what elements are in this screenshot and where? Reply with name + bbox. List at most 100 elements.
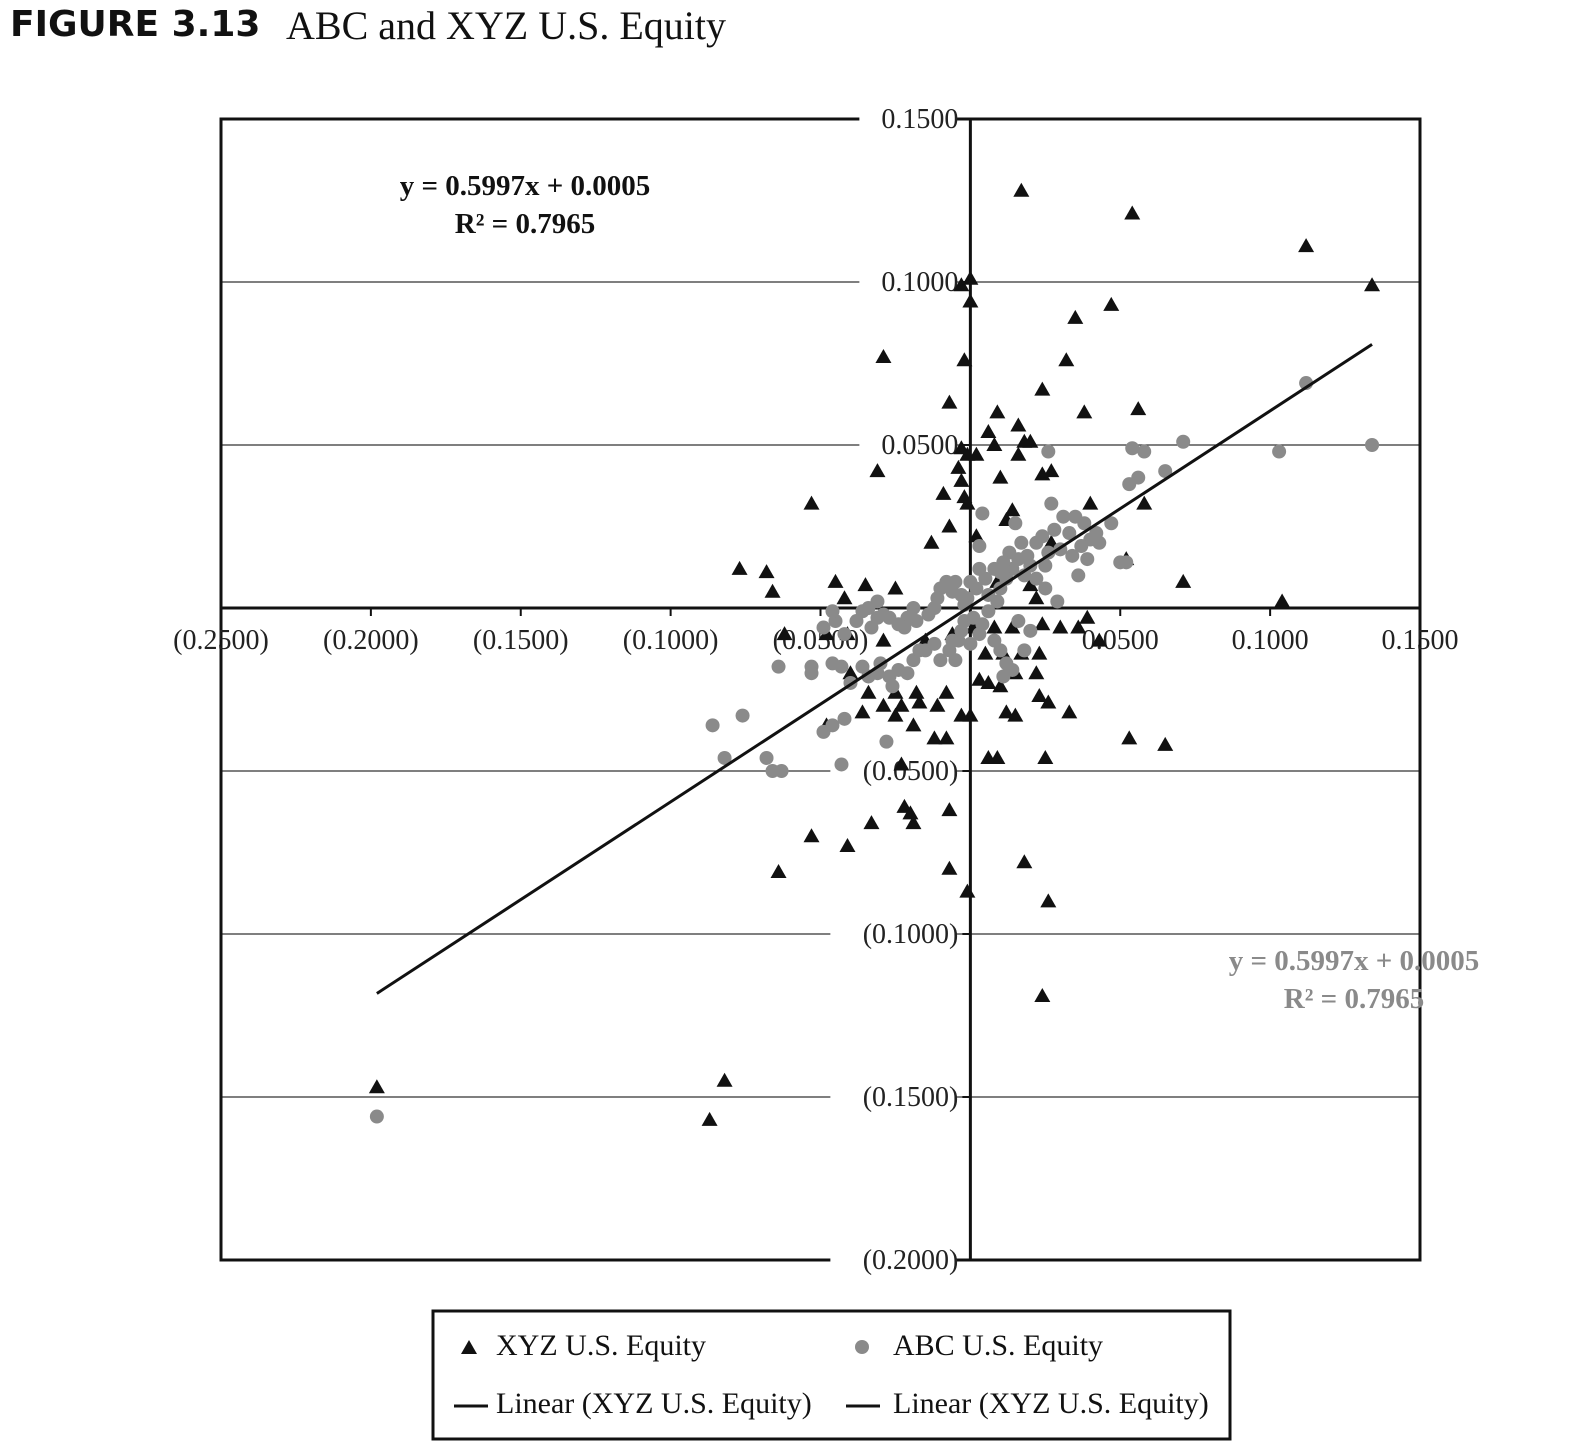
abc-point [987,561,1002,576]
xyz-point [836,590,853,605]
xyz-point [875,632,892,647]
xyz-point [1004,502,1021,517]
xyz-point [803,495,820,510]
abc-point [921,607,936,622]
abc-point [735,708,750,723]
y-tick-label: (0.1000) [863,919,959,950]
xyz-point [992,469,1009,484]
xyz-point [827,573,844,588]
y-tick-label: (0.0500) [863,756,959,787]
legend-frame [431,1309,1232,1441]
xyz-point [929,697,946,712]
xyz-point [1157,736,1174,751]
y-tick-label: 0.0500 [881,430,958,461]
xyz-point [857,577,874,592]
figure-label: FIGURE 3.13 [10,4,261,45]
abc-point [834,659,849,674]
xyz-point [1082,495,1099,510]
legend-label-linear-1: Linear (XYZ U.S. Equity) [496,1387,812,1420]
abc-point [1044,496,1059,511]
xyz-point [776,626,793,641]
legend-label-linear-2: Linear (XYZ U.S. Equity) [893,1387,1209,1420]
xyz-point [1052,619,1069,634]
y-tick-label-bg [830,1082,957,1112]
legend-triangle-marker [461,1340,477,1354]
y-tick-label-bg [830,756,957,786]
xyz-point [953,472,970,487]
abc-point [825,604,840,619]
abc-point [1047,522,1062,537]
legend-label-abc: ABC U.S. Equity [893,1329,1103,1362]
xyz-point [950,459,967,474]
xyz-point [905,815,922,830]
abc-point [1071,568,1086,583]
abc-point [834,757,849,772]
y-tick-label-bg [830,1245,957,1275]
abc-point [1176,434,1191,449]
xyz-point [716,1072,733,1087]
xyz-point [911,694,928,709]
abc-point [870,594,885,609]
legend-label-xyz: XYZ U.S. Equity [496,1329,706,1362]
abc-point [1023,623,1038,638]
x-tick-label: (0.1000) [623,625,719,656]
xyz-point [1067,309,1084,324]
equation-annotation-black-line2: R² = 0.7965 [455,208,595,240]
xyz-point [953,277,970,292]
equation-annotation-black-line1: y = 0.5997x + 0.0005 [400,170,651,202]
xyz-point [1274,593,1291,608]
xyz-point [1103,296,1120,311]
xyz-point [941,394,958,409]
xyz-point [731,560,748,575]
xyz-point [959,883,976,898]
abc-point [1137,444,1152,459]
xyz-point [887,707,904,722]
xyz-point [938,684,955,699]
abc-point [1104,516,1119,531]
xyz-point [971,671,988,686]
linear-trendline [376,343,1373,995]
figure-title: ABC and XYZ U.S. Equity [286,3,726,48]
x-tick-label: 0.1500 [1382,625,1459,656]
y-tick-label-bg [830,919,957,949]
xyz-point [956,352,973,367]
xyz-point [875,697,892,712]
xyz-point [1034,616,1051,631]
xyz-point [860,684,877,699]
xyz-point [935,485,952,500]
abc-point [1011,614,1026,629]
xyz-point [1037,749,1054,764]
legend-circle-marker [855,1340,869,1354]
xyz-point [839,837,856,852]
abc-point [1092,535,1107,550]
xyz-point [1013,182,1030,197]
axes [219,117,1422,1262]
abc-point [975,506,990,521]
abc-point [1272,444,1287,459]
y-tick-label: (0.1500) [863,1082,959,1113]
xyz-point [1022,577,1039,592]
abc-point [981,604,996,619]
xyz-point [1136,495,1153,510]
xyz-point [1124,205,1141,220]
abc-point [1365,438,1380,452]
abc-point [1056,509,1071,524]
abc-point [972,561,987,576]
xyz-point [1298,238,1315,253]
abc-point [1158,464,1173,479]
xyz-point [893,756,910,771]
xyz-point [923,534,940,549]
xyz-point [962,270,979,285]
xyz-point [968,446,985,461]
xyz-point [989,749,1006,764]
xyz-point [1079,609,1096,624]
legend: XYZ U.S. Equity ABC U.S. Equity Linear (… [431,1309,1232,1441]
xyz-point [854,704,871,719]
plot-frame [219,117,1422,1262]
trendline [376,343,1373,995]
abc-point [1122,477,1137,492]
abc-point [996,669,1011,684]
abc-point [1038,581,1053,596]
xyz-point [893,697,910,712]
y-tick-label-bg [859,104,957,134]
